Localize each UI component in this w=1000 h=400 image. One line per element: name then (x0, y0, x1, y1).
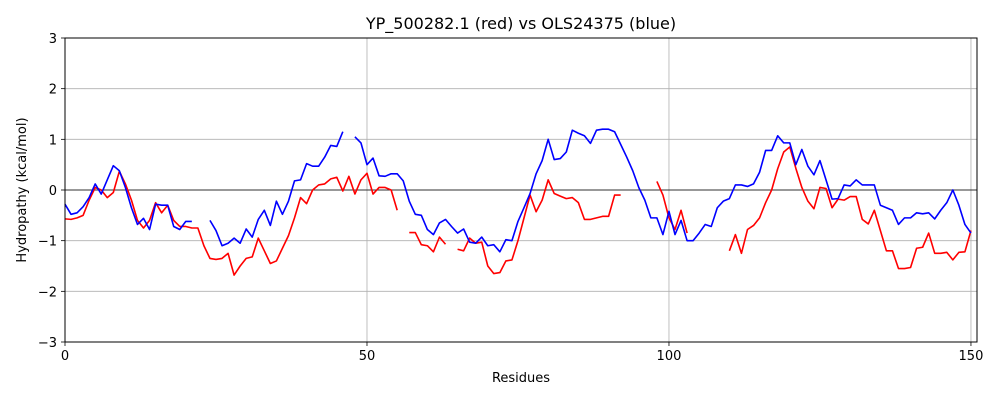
series-0-line-segment-0 (64, 170, 398, 276)
x-tick-label: 100 (657, 349, 682, 364)
y-tick-label: 0 (49, 184, 57, 199)
y-tick-label: −3 (38, 336, 57, 351)
series-0-line-segment-4 (728, 146, 972, 270)
series-1-line-segment-1 (209, 131, 344, 247)
ticks-layer: 0 50 100 150 −3 −2 −1 0 1 2 3 (38, 32, 984, 364)
x-tick-label: 50 (359, 349, 376, 364)
series-0-line-segment-2 (457, 179, 621, 275)
x-tick-label: 150 (959, 349, 984, 364)
y-tick-label: −1 (38, 235, 57, 250)
x-axis-label: Residues (492, 371, 550, 386)
y-tick-label: −2 (38, 285, 57, 300)
y-axis-label: Hydropathy (kcal/mol) (15, 117, 30, 262)
y-tick-label: 1 (49, 133, 57, 148)
x-tick-label: 0 (61, 349, 69, 364)
series-1-line-segment-0 (64, 164, 192, 231)
series-0-line-segment-1 (409, 231, 447, 253)
y-tick-label: 2 (49, 83, 57, 98)
chart-title: YP_500282.1 (red) vs OLS24375 (blue) (365, 14, 676, 34)
series-layer (64, 128, 972, 276)
y-tick-label: 3 (49, 32, 57, 47)
series-1-line-segment-2 (354, 128, 972, 253)
